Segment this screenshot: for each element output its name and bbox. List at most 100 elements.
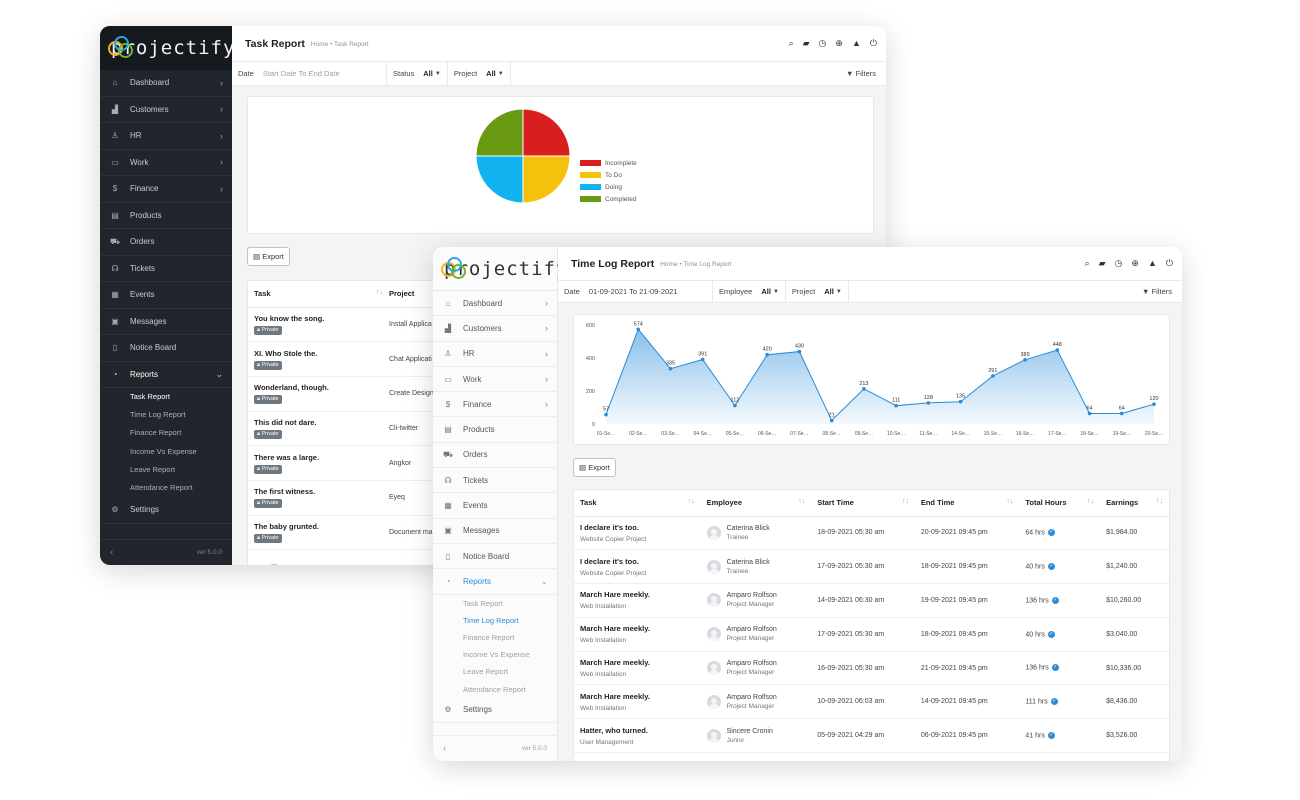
breadcrumb[interactable]: Home • Task Report xyxy=(310,41,369,48)
sidebar-subitem-time-log-report[interactable]: Time Log Report xyxy=(130,410,186,420)
data-point[interactable] xyxy=(991,374,995,378)
sidebar-subitem-income-vs-expense[interactable]: Income Vs Expense xyxy=(130,446,197,456)
sidebar-item-orders[interactable]: ⛟ Orders xyxy=(433,443,557,469)
sidebar-subitem-attendance-report[interactable]: Attendance Report xyxy=(130,482,193,492)
data-point[interactable] xyxy=(636,327,641,332)
project-filter[interactable]: Project All ▼ xyxy=(448,62,511,85)
data-point[interactable] xyxy=(1055,348,1060,352)
employee[interactable]: Amparo Rolfson Project Manager xyxy=(706,592,812,608)
employee[interactable]: Amparo Rolfson Project Manager xyxy=(706,693,812,710)
sidebar-subitem-finance-report[interactable]: Finance Report xyxy=(130,428,182,438)
project-name[interactable]: Web Installation xyxy=(580,704,627,712)
data-point[interactable] xyxy=(1023,358,1027,362)
project-name[interactable]: Web Installation xyxy=(580,637,627,645)
sidebar-item-tickets[interactable]: ☊ Tickets xyxy=(100,256,232,282)
employee-filter[interactable]: Employee All ▼ xyxy=(713,281,786,302)
table-row[interactable]: I declare it's too. Website Copier Projec… xyxy=(574,516,1169,551)
data-point[interactable] xyxy=(1152,402,1156,406)
pie-slice-incomplete[interactable] xyxy=(522,109,571,157)
data-point[interactable] xyxy=(1119,411,1124,416)
date-range-input[interactable]: Start Date To End Date xyxy=(262,69,340,78)
sidebar-subitem-leave-report[interactable]: Leave Report xyxy=(463,667,509,677)
export-button[interactable]: ▤ Export xyxy=(573,458,616,477)
collapse-sidebar-icon[interactable]: ‹ xyxy=(443,743,447,754)
sidebar-item-messages[interactable]: ▣ Messages xyxy=(100,309,232,335)
data-point[interactable] xyxy=(926,401,931,405)
filters-button[interactable]: ▼ Filters xyxy=(846,69,886,78)
sort-icon[interactable]: ↑↓ xyxy=(901,498,909,506)
sidebar-item-events[interactable]: ▦ Events xyxy=(100,282,232,309)
data-point[interactable] xyxy=(765,352,769,357)
task-name[interactable]: XI. Who Stole the. xyxy=(254,348,318,358)
task-name[interactable]: March Hare meekly. xyxy=(580,691,650,701)
sidebar-item-events[interactable]: ▦ Events xyxy=(433,493,557,519)
employee-name[interactable]: Amparo Rolfson xyxy=(726,693,777,701)
employee[interactable]: Caterina Blick Trainee xyxy=(706,525,812,541)
sidebar-subitem-task-report[interactable]: Task Report xyxy=(130,392,171,401)
clock-icon[interactable]: ◷ xyxy=(818,38,827,48)
sidebar-item-hr[interactable]: ♙ HR › xyxy=(433,342,557,367)
task-name[interactable]: Wonderland, though. xyxy=(254,383,329,393)
logo[interactable]: projectify xyxy=(433,247,567,291)
employee-select[interactable]: All xyxy=(761,287,771,296)
sort-icon[interactable]: ↑↓ xyxy=(687,498,695,506)
sidebar-subitem-finance-report[interactable]: Finance Report xyxy=(463,632,515,642)
column-header-employee[interactable]: Employee ↑↓ xyxy=(700,490,812,517)
sidebar-item-reports[interactable]: ◔ Reports ⌄ xyxy=(100,362,232,388)
project-name[interactable]: Web Installation xyxy=(580,603,627,611)
sidebar-item-work[interactable]: ▭ Work › xyxy=(100,150,232,176)
task-name[interactable]: March Hare meekly. xyxy=(580,658,650,668)
sidebar-item-dashboard[interactable]: ⌂ Dashboard › xyxy=(433,291,557,317)
sidebar-subitem-time-log-report[interactable]: Time Log Report xyxy=(463,615,519,625)
employee[interactable]: Amparo Rolfson Project Manager xyxy=(706,660,812,676)
column-header-end-time[interactable]: End Time ↑↓ xyxy=(914,490,1020,517)
column-header-start-time[interactable]: Start Time ↑↓ xyxy=(811,490,915,517)
task-name[interactable]: March Hare meekly. xyxy=(580,624,650,634)
task-name[interactable]: March Hare meekly. xyxy=(580,590,650,600)
sidebar-item-products[interactable]: ▤ Products xyxy=(100,203,232,229)
task-name[interactable]: This did not dare. xyxy=(254,417,317,427)
employee-name[interactable]: Sincere Cronin xyxy=(726,727,773,735)
employee[interactable]: Caterina Blick Trainee xyxy=(706,558,812,575)
employee-name[interactable]: Caterina Blick xyxy=(726,558,770,566)
legend-item[interactable]: Completed xyxy=(580,193,637,205)
project-filter[interactable]: Project All ▼ xyxy=(786,281,849,302)
date-filter[interactable]: Date Start Date To End Date xyxy=(232,62,387,85)
column-header-total-hours[interactable]: Total Hours ↑↓ xyxy=(1019,490,1101,517)
sidebar-item-notice-board[interactable]: ▯ Notice Board xyxy=(100,335,232,362)
data-point[interactable] xyxy=(894,403,898,408)
data-point[interactable] xyxy=(797,349,802,354)
legend-item[interactable]: To Do xyxy=(580,169,637,181)
sidebar-item-dashboard[interactable]: ⌂ Dashboard › xyxy=(100,70,232,97)
power-icon[interactable]: ⏻ xyxy=(1165,258,1173,268)
legend-item[interactable]: Incomplete xyxy=(580,157,637,169)
sidebar-item-notice-board[interactable]: ▯ Notice Board xyxy=(433,544,557,570)
status-filter[interactable]: Status All ▼ xyxy=(387,62,448,85)
pie-slice-doing[interactable] xyxy=(476,155,524,204)
data-point[interactable] xyxy=(668,366,673,371)
data-point[interactable] xyxy=(958,399,963,404)
project-select[interactable]: All xyxy=(486,69,496,78)
sidebar-item-reports[interactable]: ◔ Reports ⌄ xyxy=(433,569,557,595)
column-header-task[interactable]: Task ↑↓ xyxy=(248,281,389,308)
employee-name[interactable]: Amparo Rolfson xyxy=(726,660,777,668)
search-icon[interactable]: ⌕ xyxy=(1084,258,1090,268)
clock-icon[interactable]: ◷ xyxy=(1114,258,1123,268)
employee-name[interactable]: Amparo Rolfson xyxy=(726,592,777,600)
sort-icon[interactable]: ↑↓ xyxy=(1087,498,1095,506)
sidebar-item-orders[interactable]: ⛟ Orders xyxy=(100,229,232,256)
employee-name[interactable]: Amparo Rolfson xyxy=(726,626,777,634)
table-row[interactable]: March Hare meekly. Web Installation Amparo… xyxy=(574,583,1169,618)
status-select[interactable]: All xyxy=(423,69,433,78)
task-name[interactable]: I declare it's too. xyxy=(580,522,639,532)
project-name[interactable]: Website Copier Project xyxy=(580,535,647,543)
column-header-task[interactable]: Task ↑↓ xyxy=(574,490,701,517)
date-filter[interactable]: Date 01-09-2021 To 21-09-2021 xyxy=(558,281,713,302)
task-name[interactable]: You know the song. xyxy=(254,313,325,323)
table-row[interactable]: March Hare meekly. Web Installation Amparo… xyxy=(574,684,1169,720)
search-icon[interactable]: ⌕ xyxy=(788,38,794,48)
sidebar-subitem-leave-report[interactable]: Leave Report xyxy=(130,464,176,474)
task-name[interactable]: The baby grunted. xyxy=(254,521,320,531)
table-row[interactable]: Hatter, who turned. User Management Sincer… xyxy=(574,718,1169,754)
logo[interactable]: projectify xyxy=(100,26,234,70)
